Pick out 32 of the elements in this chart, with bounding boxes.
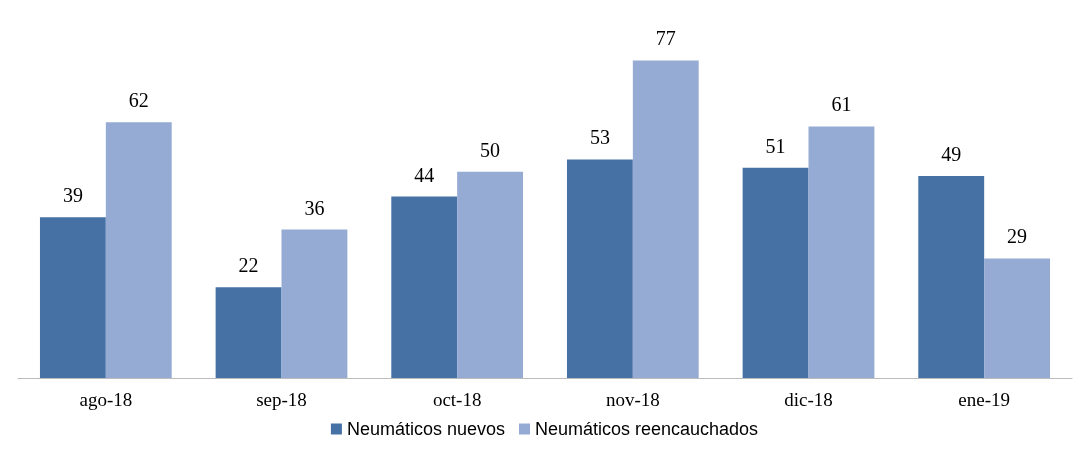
legend-label: Neumáticos reencauchados <box>534 419 759 439</box>
bar <box>281 229 348 378</box>
data-label: 39 <box>62 184 83 207</box>
x-tick-label: oct-18 <box>432 389 482 410</box>
bar <box>984 258 1051 378</box>
bar <box>457 171 524 378</box>
x-tick-label: ago-18 <box>79 389 133 410</box>
data-label: 51 <box>765 134 786 157</box>
bar <box>918 175 985 378</box>
data-label: 22 <box>238 254 259 277</box>
data-label: 62 <box>128 89 149 112</box>
bar <box>105 122 172 378</box>
bar <box>391 196 458 378</box>
data-label: 77 <box>655 27 676 50</box>
bar <box>39 217 106 378</box>
data-label: 61 <box>831 93 852 116</box>
data-label: 49 <box>941 142 962 165</box>
x-tick-label: sep-18 <box>256 389 307 410</box>
bar <box>215 287 282 378</box>
data-label: 36 <box>304 196 325 219</box>
x-tick-label: ene-19 <box>958 389 1011 410</box>
x-tick-label: dic-18 <box>784 389 833 410</box>
data-label: 29 <box>1007 225 1028 248</box>
bar <box>742 167 809 378</box>
bar <box>632 60 699 378</box>
legend-label: Neumáticos nuevos <box>346 419 505 439</box>
data-label: 44 <box>414 163 435 186</box>
data-label: 50 <box>480 138 501 161</box>
bar <box>566 159 633 378</box>
data-label: 53 <box>589 126 610 149</box>
x-tick-label: nov-18 <box>605 389 660 410</box>
bar <box>808 126 875 378</box>
